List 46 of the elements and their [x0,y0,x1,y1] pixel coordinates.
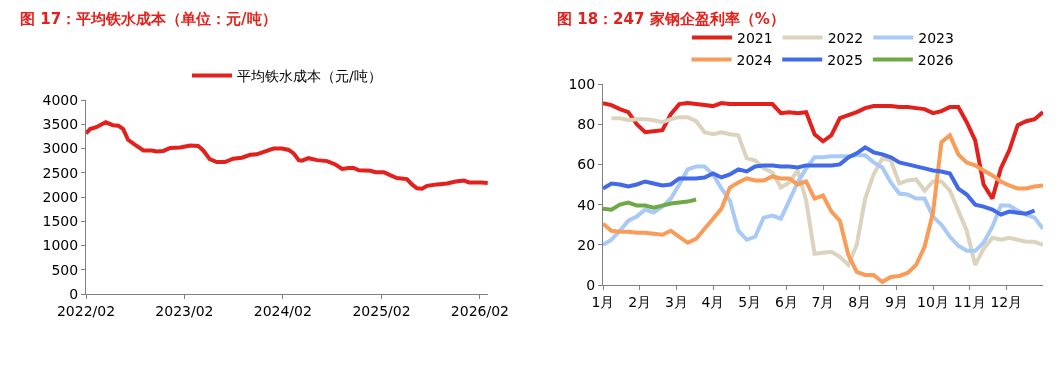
x-tick-label: 9月 [884,293,908,310]
legend-label: 2025 [827,52,863,69]
y-tick-label: 4000 [42,91,79,108]
y-tick-label: 60 [577,156,596,173]
y-tick-label: 0 [69,285,79,302]
chart-title: 图 18：247 家钢企盈利率（%） [557,10,785,28]
y-tick-label: 2000 [42,188,79,205]
x-tick-label: 12月 [990,293,1023,310]
line-series [609,115,1043,267]
legend-label: 2024 [736,52,773,69]
legend-label: 2023 [918,30,954,47]
y-tick-label: 1500 [42,213,79,230]
y-tick-label: 2500 [42,164,79,181]
x-tick-label: 2026/02 [450,302,509,319]
x-tick-label: 8月 [848,293,872,310]
x-tick-label: 4月 [701,293,725,310]
x-tick-label: 3月 [664,293,688,310]
chart-title: 图 17：平均铁水成本（单位：元/吨） [20,10,277,28]
legend-label: 2022 [827,30,864,47]
y-tick-label: 3000 [42,140,79,157]
legend-label: 平均铁水成本（元/吨） [237,68,382,85]
y-tick-label: 500 [51,261,79,278]
line-series [603,101,1043,201]
line-series [603,145,1037,217]
y-tick-label: 100 [568,75,596,92]
y-tick-label: 20 [577,236,596,253]
x-tick-label: 7月 [811,293,835,310]
x-tick-label: 6月 [774,293,798,310]
line-series [603,197,699,212]
y-tick-label: 80 [577,116,596,133]
x-tick-label: 2024/02 [253,302,312,319]
y-tick-label: 0 [586,276,596,293]
legend-label: 2026 [917,52,954,69]
x-tick-label: 2023/02 [155,302,214,319]
x-tick-label: 2022/02 [56,302,116,319]
y-tick-label: 1000 [42,237,79,254]
legend-label: 2021 [737,30,773,47]
x-tick-label: 5月 [738,293,762,310]
x-tick-label: 2025/02 [352,302,411,319]
x-tick-label: 2月 [628,293,652,310]
y-tick-label: 3500 [42,116,79,133]
x-tick-label: 1月 [591,293,615,310]
line-series [86,120,488,191]
y-tick-label: 40 [577,196,596,213]
x-tick-label: 10月 [917,293,949,310]
x-tick-label: 11月 [953,293,986,310]
